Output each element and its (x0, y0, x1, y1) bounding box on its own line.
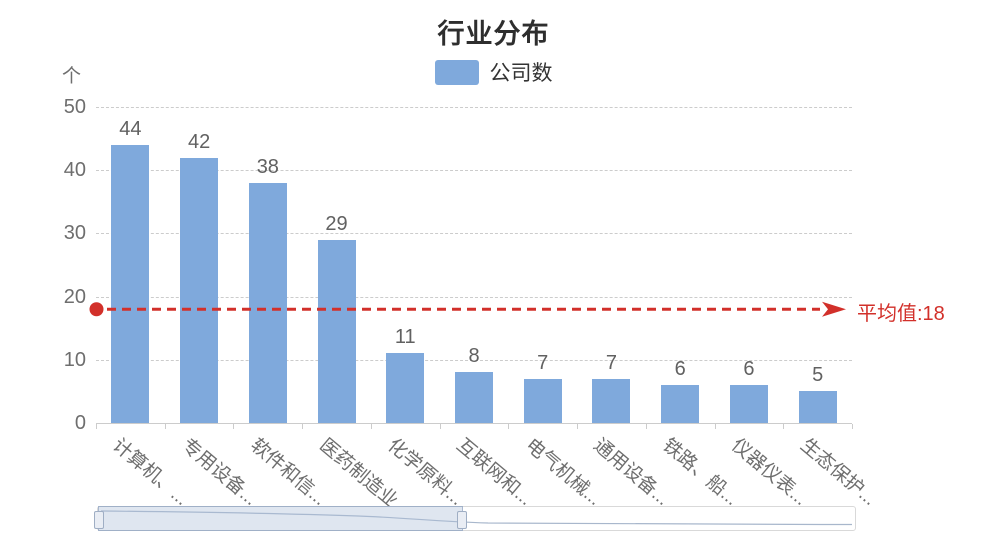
bar-value-label: 42 (187, 130, 211, 153)
bar-value-label: 6 (743, 358, 755, 381)
y-axis-tick-label: 10 (63, 348, 86, 371)
datazoom-right-handle[interactable] (457, 510, 468, 529)
x-axis-tick (577, 424, 579, 429)
bar-value-label: 11 (394, 326, 416, 349)
chart-title: 行业分布 (437, 19, 550, 49)
bar-铁路、船...[interactable] (661, 385, 700, 423)
bar-value-label: 8 (468, 345, 480, 368)
x-axis-tick (302, 424, 304, 429)
y-axis-tick-label: 30 (63, 222, 86, 245)
x-axis-category-label: 软件和信... (246, 434, 330, 510)
bar-value-label: 6 (674, 358, 686, 381)
datazoom-shadow-curve (100, 510, 853, 526)
x-axis-tick (714, 424, 716, 429)
x-axis-tick (164, 424, 166, 429)
y-axis-tick-label: 20 (63, 285, 86, 308)
x-axis-tick (783, 424, 785, 429)
bar-软件和信...[interactable] (248, 182, 287, 423)
bar-互联网和...[interactable] (455, 372, 493, 423)
x-axis-category-label: 生态保护... (795, 434, 880, 510)
average-line-arrow-icon (822, 301, 846, 317)
x-axis-tick (645, 424, 647, 429)
bar-value-label: 38 (256, 155, 279, 178)
y-axis-tick-label: 50 (63, 96, 86, 118)
x-axis-tick (370, 424, 372, 429)
x-axis-category-label: 仪器仪表... (727, 434, 812, 510)
bar-value-label: 44 (119, 117, 142, 140)
bar-value-label: 7 (537, 351, 549, 374)
bar-化学原料...[interactable] (386, 353, 425, 423)
average-value-label: 平均值:18 (857, 303, 945, 326)
y-axis-unit-label: 个 (62, 66, 82, 87)
gridline-y-20 (96, 296, 852, 298)
legend-item-company-count[interactable]: 公司数 (0, 57, 987, 87)
bar-value-label: 29 (325, 212, 348, 235)
legend-label: 公司数 (489, 62, 553, 85)
x-axis-tick (852, 424, 853, 429)
bar-医药制造业[interactable] (317, 239, 356, 423)
x-axis-line (96, 423, 852, 424)
x-axis-tick (439, 424, 441, 429)
average-line-start-dot (89, 302, 104, 317)
bar-电气机械...[interactable] (523, 378, 562, 423)
gridline-y-30 (96, 233, 852, 235)
datazoom-slider-track[interactable] (94, 506, 856, 531)
x-axis-tick (508, 424, 510, 429)
bar-value-label: 7 (605, 351, 618, 374)
x-axis-tick (233, 424, 235, 429)
y-axis-tick-label: 0 (74, 412, 86, 434)
gridline-y-10 (96, 359, 852, 361)
gridline-y-50 (96, 107, 852, 108)
legend-swatch (434, 59, 479, 85)
y-axis-tick-label: 40 (63, 159, 86, 182)
bar-专用设备...[interactable] (180, 157, 219, 423)
bar-计算机、...[interactable] (111, 144, 150, 423)
datazoom-selected-range[interactable] (94, 506, 468, 531)
bar-生态保护...[interactable] (798, 391, 837, 423)
datazoom-left-handle[interactable] (94, 510, 104, 529)
bar-仪器仪表...[interactable] (729, 385, 768, 423)
gridline-y-40 (96, 170, 852, 172)
bar-通用设备...[interactable] (592, 378, 631, 423)
bar-value-label: 5 (812, 364, 824, 387)
x-axis-tick (96, 424, 97, 429)
